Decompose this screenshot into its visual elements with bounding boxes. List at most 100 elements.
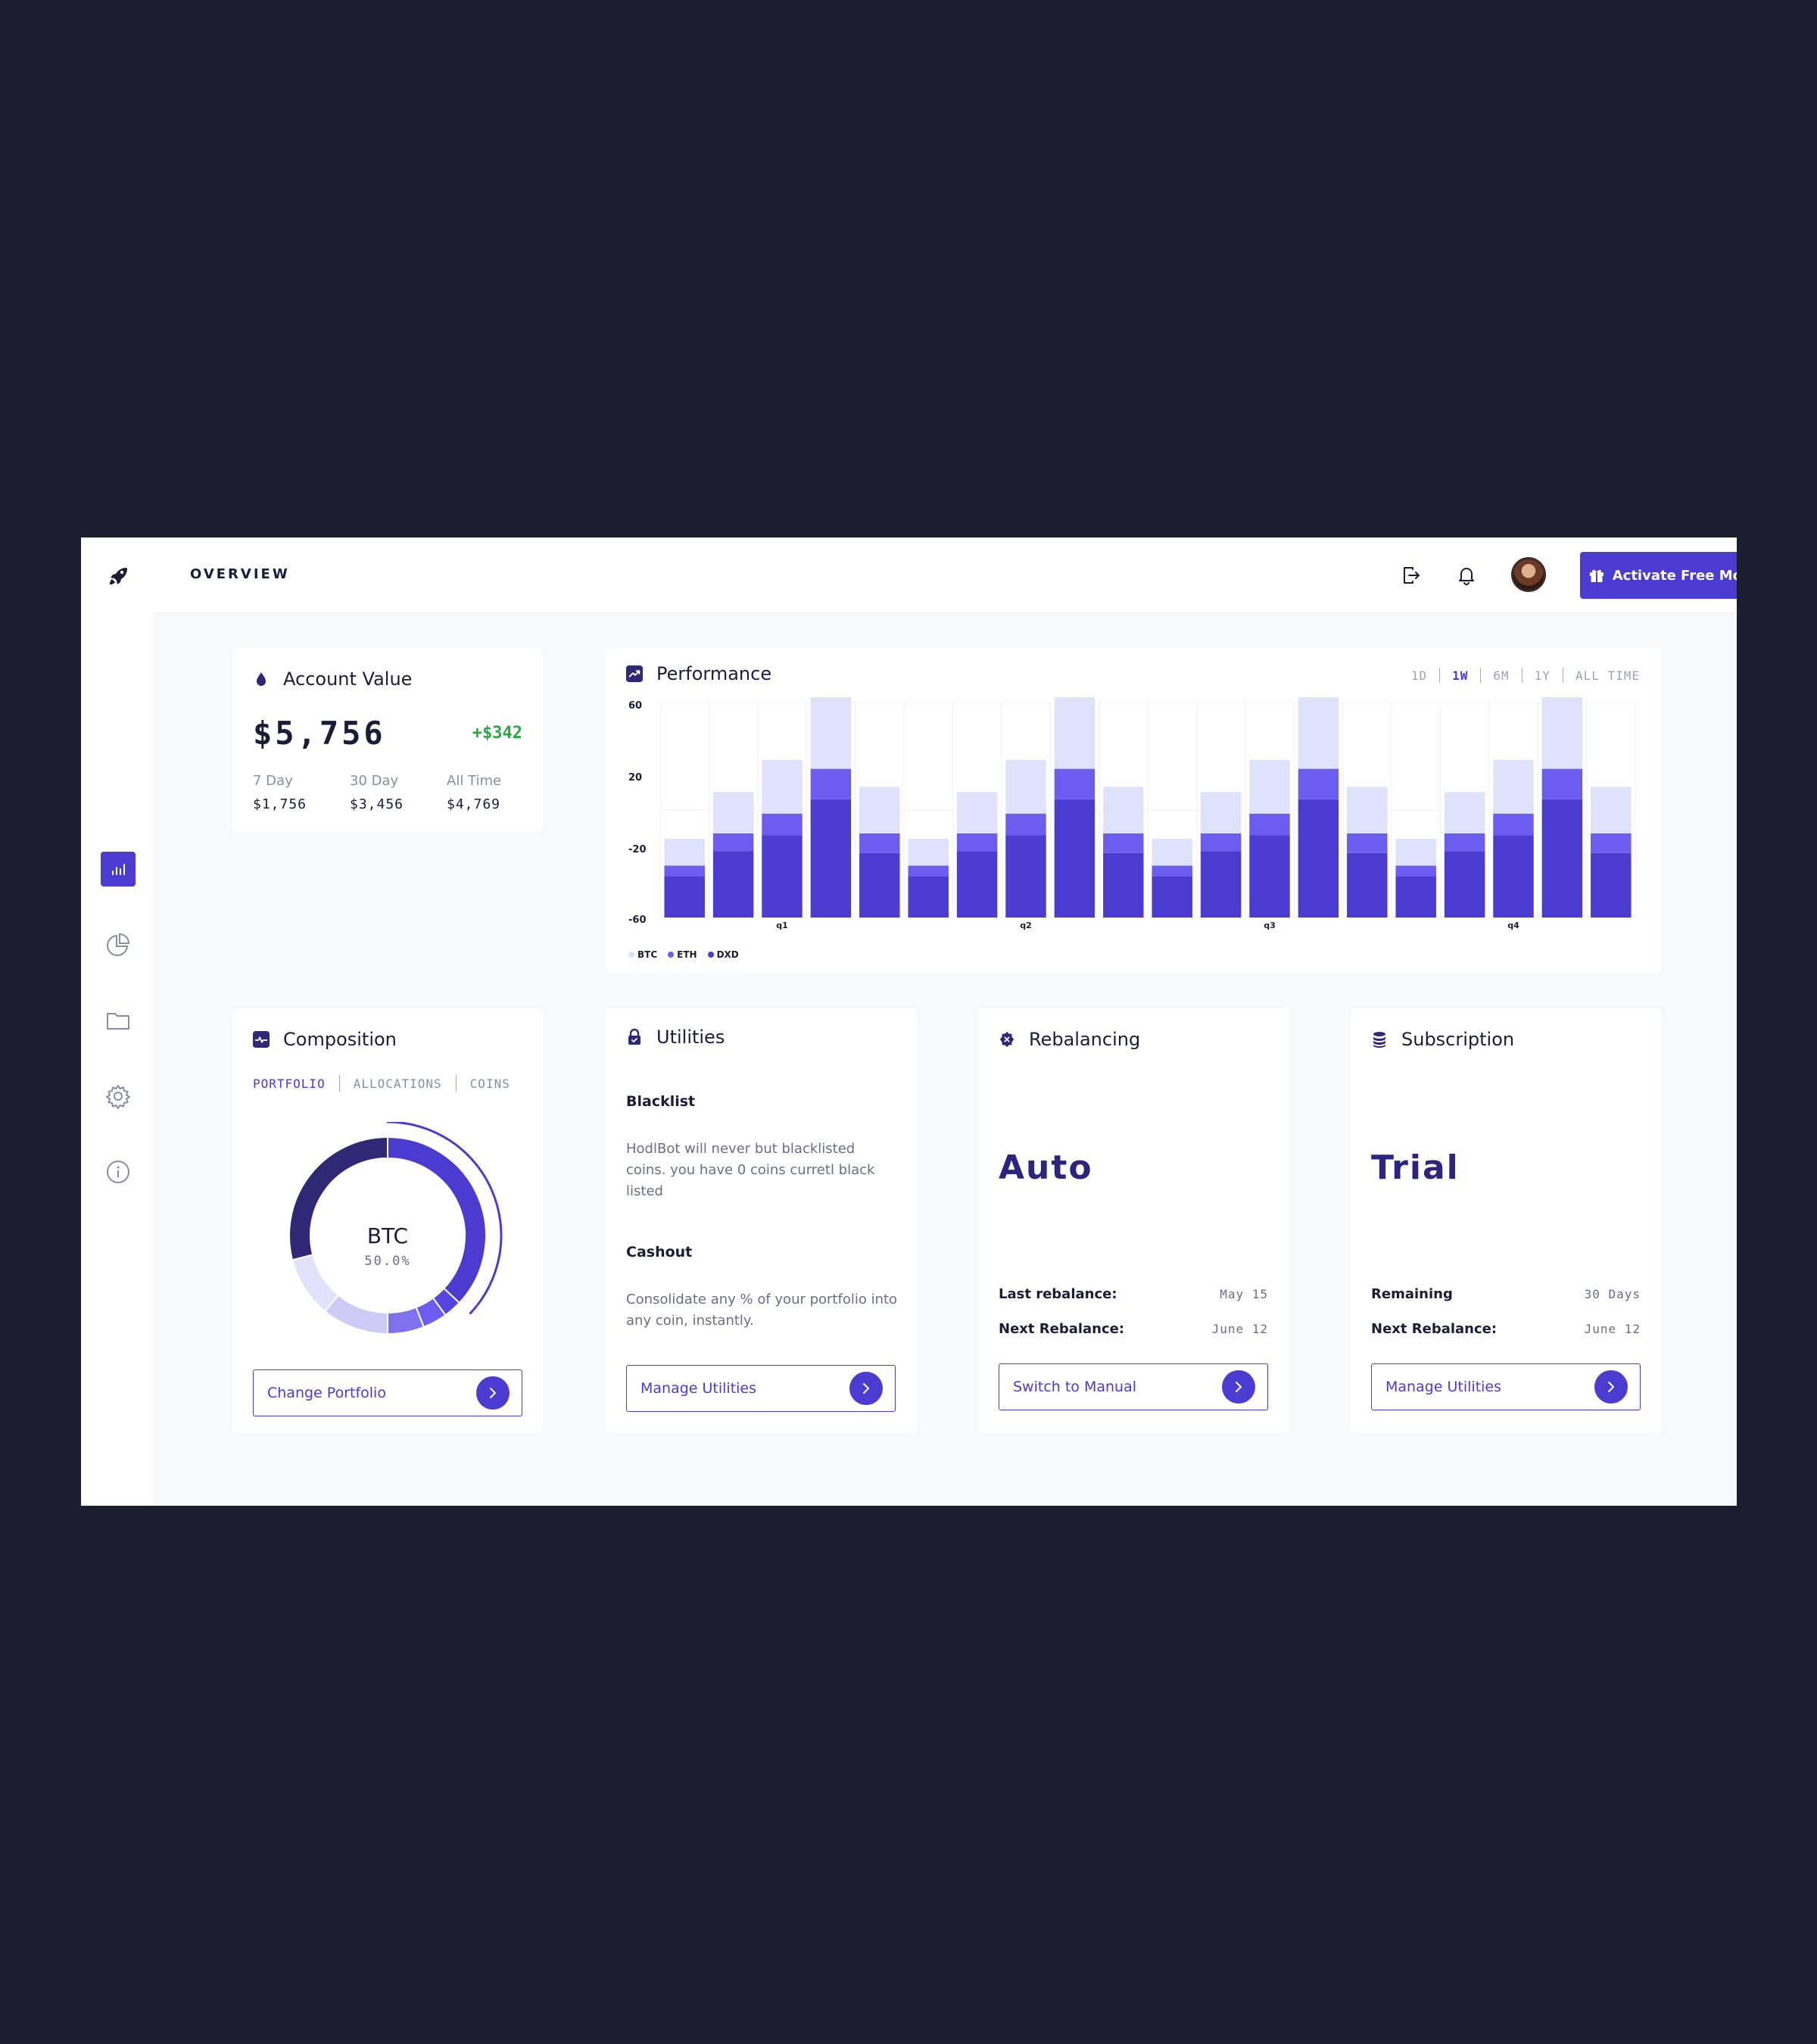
utilities-title-row: Utilities <box>626 1027 725 1048</box>
performance-chart: 60 20 -20 -60 q1 q2 q3 q4 <box>628 696 1636 930</box>
tab-portfolio[interactable]: PORTFOLIO <box>253 1076 326 1091</box>
legend-label: BTC <box>637 949 658 960</box>
manage-utilities-button[interactable]: Manage Utilities <box>1371 1363 1641 1410</box>
bar-btc <box>712 792 754 833</box>
composition-title: Composition <box>283 1029 397 1050</box>
bar-btc <box>1541 696 1583 769</box>
bar-eth <box>1054 768 1095 799</box>
sidebar <box>81 537 157 1506</box>
lock-icon <box>626 1028 643 1045</box>
bar-eth <box>1298 768 1339 799</box>
tab-coins[interactable]: COINS <box>469 1076 510 1091</box>
button-label: Change Portfolio <box>267 1385 386 1401</box>
last-rebalance-row: Last rebalance: May 15 <box>999 1286 1268 1302</box>
y-tick-label: 60 <box>628 700 642 712</box>
account-value-title: Account Value <box>283 668 413 690</box>
divider <box>1480 668 1482 683</box>
stat-label: All Time <box>447 773 502 789</box>
next-rebalance-label: Next Rebalance: <box>1371 1321 1498 1337</box>
divider <box>455 1075 457 1092</box>
stat-all-time: All Time $4,769 <box>447 773 501 812</box>
chevron-right-icon <box>1222 1370 1255 1404</box>
cashout-text: Consolidate any % of your portfolio into… <box>626 1292 898 1329</box>
chart-legend: BTC ETH DXD <box>628 949 739 960</box>
bar-dxd <box>1541 799 1583 918</box>
stat-value: $1,756 <box>253 796 307 812</box>
app-window: OVERVIEW Activate Free Month Account Val… <box>81 537 1737 1506</box>
bar-dxd <box>1005 835 1046 918</box>
bar-btc <box>1444 792 1485 833</box>
avatar[interactable] <box>1511 557 1546 592</box>
sidebar-item-analytics[interactable] <box>101 852 136 886</box>
drop-icon <box>253 671 270 687</box>
switch-to-manual-button[interactable]: Switch to Manual <box>999 1363 1268 1410</box>
legend-item-btc: BTC <box>628 949 657 960</box>
button-label: Switch to Manual <box>1013 1379 1137 1395</box>
bar-btc <box>956 792 998 833</box>
bar-dxd <box>712 851 754 918</box>
bar-eth <box>859 833 900 853</box>
bar-btc <box>859 787 900 833</box>
bar-eth <box>1493 813 1534 836</box>
legend-item-dxd: DXD <box>707 949 739 960</box>
legend-swatch <box>628 952 634 958</box>
logout-icon <box>1404 567 1420 584</box>
sidebar-item-settings[interactable] <box>101 1079 136 1114</box>
donut-slice <box>288 1136 388 1261</box>
range-tabs: 1D 1W 6M 1Y ALL TIME <box>1411 668 1640 683</box>
remaining-value: 30 Days <box>1584 1287 1641 1301</box>
range-1w[interactable]: 1W <box>1452 668 1469 683</box>
bar-dxd <box>1152 876 1192 918</box>
bar-btc <box>1005 759 1046 814</box>
logout-button[interactable] <box>1398 562 1424 588</box>
bar-dxd <box>1249 835 1290 918</box>
x-tick-label: q1 <box>776 921 788 930</box>
page-title: OVERVIEW <box>190 566 290 582</box>
cta-label: Activate Free Month <box>1612 567 1737 584</box>
bar-eth <box>762 813 803 836</box>
bar-eth <box>956 833 998 852</box>
bar-btc <box>1249 759 1290 814</box>
donut-slice <box>387 1306 425 1335</box>
sidebar-item-files[interactable] <box>101 1003 136 1038</box>
range-all-time[interactable]: ALL TIME <box>1575 668 1640 683</box>
change-portfolio-button[interactable]: Change Portfolio <box>253 1369 522 1416</box>
composition-title-row: Composition <box>253 1029 397 1050</box>
next-rebalance-value: June 12 <box>1211 1322 1268 1336</box>
last-rebalance-label: Last rebalance: <box>999 1286 1117 1302</box>
donut-center-value: 50.0% <box>364 1254 410 1269</box>
manage-utilities-button[interactable]: Manage Utilities <box>626 1365 896 1412</box>
blacklist-text: HodlBot will never but blacklisted coins… <box>626 1141 875 1199</box>
bar-btc <box>1103 787 1144 833</box>
x-tick-label: q3 <box>1264 921 1276 930</box>
notifications-button[interactable] <box>1454 562 1479 588</box>
sidebar-item-info[interactable] <box>101 1154 136 1189</box>
rocket-logo-icon[interactable] <box>107 563 131 587</box>
donut-center-label: BTC <box>367 1223 408 1248</box>
bar-eth <box>1200 833 1242 852</box>
subscription-plan: Trial <box>1371 1148 1460 1187</box>
bar-dxd <box>859 852 900 918</box>
bar-btc <box>810 696 852 769</box>
bar-dxd <box>1493 835 1534 918</box>
next-rebalance-label: Next Rebalance: <box>999 1321 1125 1337</box>
account-value-title-row: Account Value <box>253 668 412 690</box>
tab-allocations[interactable]: ALLOCATIONS <box>353 1076 442 1091</box>
next-rebalance-row: Next Rebalance: June 12 <box>1371 1321 1641 1337</box>
range-1y[interactable]: 1Y <box>1534 668 1551 683</box>
x-tick-label: q2 <box>1020 921 1032 930</box>
bar-dxd <box>1347 852 1388 918</box>
range-1d[interactable]: 1D <box>1410 668 1428 683</box>
info-icon <box>107 1161 129 1183</box>
bar-eth <box>810 768 852 799</box>
badge-icon <box>999 1031 1015 1048</box>
bar-btc <box>664 838 705 866</box>
bar-btc <box>1200 792 1242 833</box>
sidebar-item-portfolio[interactable] <box>101 927 136 962</box>
bar-dxd <box>1591 852 1632 918</box>
activate-free-month-button[interactable]: Activate Free Month <box>1580 552 1737 599</box>
composition-card: Composition PORTFOLIO ALLOCATIONS COINS … <box>232 1008 543 1433</box>
bar-btc <box>1591 787 1632 833</box>
bar-eth <box>712 833 754 852</box>
range-6m[interactable]: 6M <box>1493 668 1510 683</box>
